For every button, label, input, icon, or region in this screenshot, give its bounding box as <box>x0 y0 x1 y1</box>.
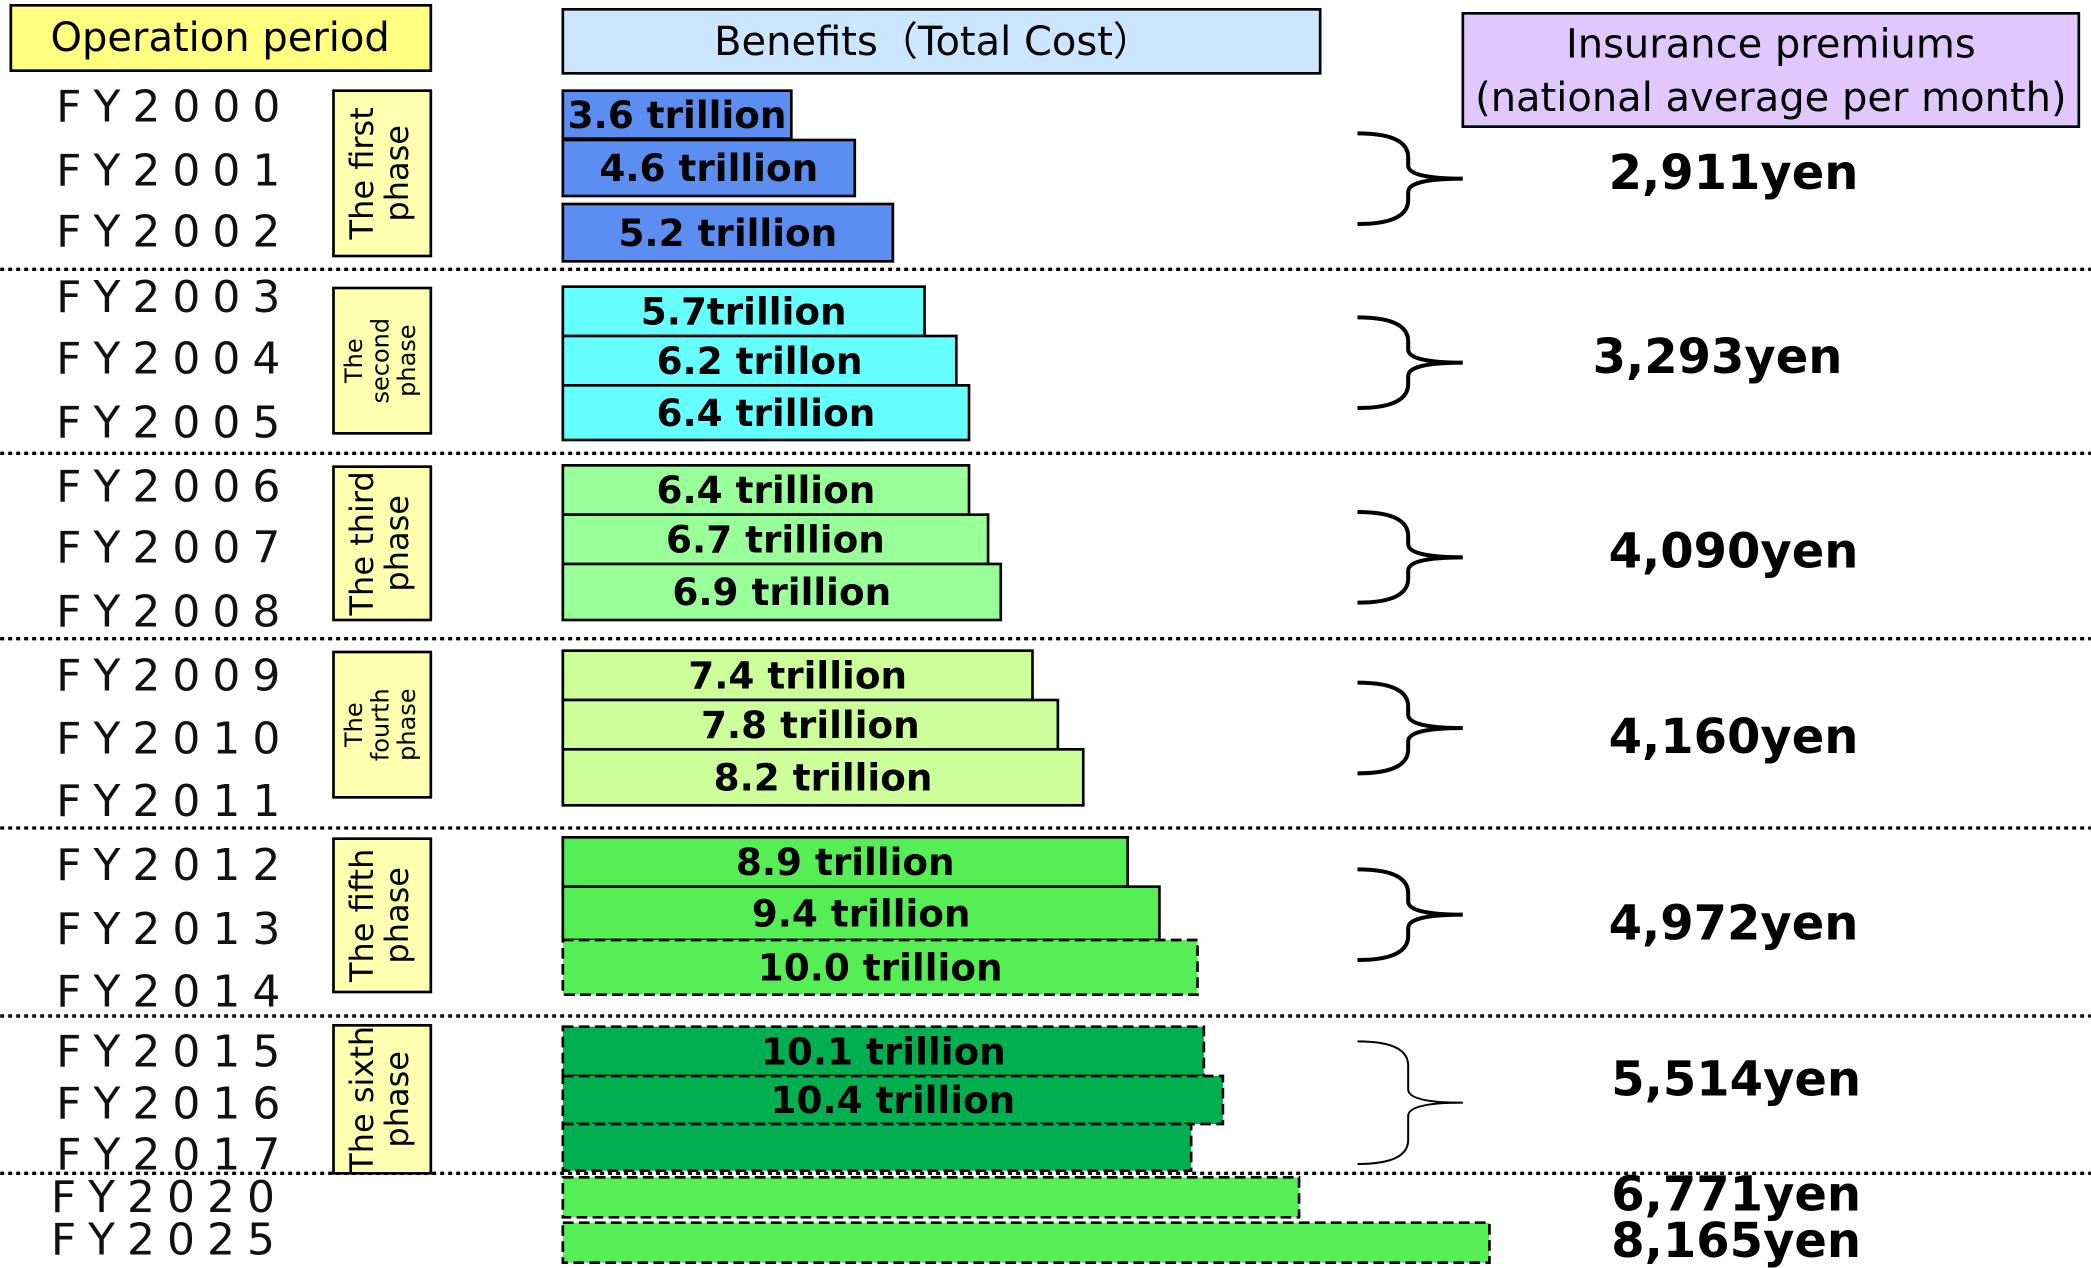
phase-box <box>332 837 433 994</box>
phase-label: phase <box>378 1051 416 1148</box>
brace <box>1357 1040 1463 1165</box>
phase-label: phase <box>378 125 416 222</box>
premium: 2,911yen <box>1609 145 1859 201</box>
year: FY2008 <box>56 587 292 638</box>
phase-label: fourth <box>367 688 395 761</box>
bar <box>561 836 1130 888</box>
bar-label: 4.6 trillion <box>599 146 818 190</box>
phase-box <box>332 89 433 258</box>
phase-label: The sixth <box>343 1026 381 1174</box>
phase-label: second <box>367 318 395 404</box>
bar-label: 6.4 trillion <box>657 391 876 435</box>
brace <box>1357 510 1463 605</box>
bar <box>561 747 1085 807</box>
premium: 4,160yen <box>1609 709 1859 765</box>
bar-label: 10.4 trillion <box>770 1078 1015 1122</box>
bar-label: 10.1 trillion <box>761 1030 1006 1074</box>
bar <box>561 138 857 198</box>
year: FY2007 <box>56 523 292 574</box>
year: FY2012 <box>56 840 292 891</box>
premium: 3,293yen <box>1593 329 1843 385</box>
year: FY2011 <box>56 776 292 827</box>
bar <box>561 202 895 263</box>
premium: 6,771yen <box>1611 1166 1861 1222</box>
bar-label: 10.0 trillion <box>758 946 1003 990</box>
year: FY2010 <box>56 713 292 764</box>
bar-label: 6.7 trillion <box>666 518 885 562</box>
premium: 5,514yen <box>1611 1052 1861 1108</box>
year: FY2004 <box>56 333 292 384</box>
benefits-header-box <box>561 7 1322 75</box>
phase-label: The third <box>343 471 381 616</box>
year: FY2002 <box>56 207 292 258</box>
bar <box>561 1176 1301 1219</box>
year: FY2017 <box>56 1129 292 1180</box>
phase-box <box>332 1023 433 1175</box>
year: FY2013 <box>56 904 292 955</box>
premium: 8,165yen <box>1611 1213 1861 1268</box>
bar-label: 6.2 trillon <box>657 339 863 383</box>
bar-label: 5.2 trillion <box>618 211 837 255</box>
year: FY2006 <box>56 461 292 512</box>
bar <box>561 1221 1491 1264</box>
year: FY2014 <box>56 967 292 1018</box>
phase-label: phase <box>393 324 421 396</box>
premiums-header: Insurance premiums <box>1566 22 1976 68</box>
premium: 4,972yen <box>1609 896 1859 952</box>
bar-label: 8.2 trillion <box>714 756 933 800</box>
phase-label: The <box>340 702 368 748</box>
bar-label: 5.7trillion <box>641 290 847 334</box>
brace <box>1357 867 1463 962</box>
bar <box>561 1074 1225 1126</box>
year: FY2001 <box>56 145 292 196</box>
bar <box>561 938 1199 996</box>
brace <box>1357 680 1463 776</box>
phase-label: The first <box>343 107 381 240</box>
bar <box>561 285 926 338</box>
bar <box>561 562 1003 622</box>
brace <box>1357 315 1463 410</box>
bar <box>561 649 1034 702</box>
phase-label: The <box>340 338 368 384</box>
bar-label: 7.8 trillion <box>701 703 920 747</box>
bar <box>561 89 793 140</box>
bar-label: 6.4 trillion <box>657 468 876 512</box>
bar-label: 9.4 trillion <box>752 892 971 936</box>
phase-box <box>332 465 433 622</box>
brace <box>1357 131 1463 226</box>
bar-label: 8.9 trillion <box>736 840 955 884</box>
year: FY2015 <box>56 1027 292 1078</box>
period-header: Operation period <box>51 15 390 61</box>
bar-label: 6.9 trillion <box>672 570 891 614</box>
bar <box>561 885 1161 942</box>
year: FY2009 <box>56 651 292 702</box>
benefits-header: Benefits（Total Cost） <box>714 19 1153 65</box>
period-header-box <box>9 4 433 72</box>
premiums-header: (national average per month) <box>1475 75 2066 121</box>
year: FY2020 <box>51 1172 287 1223</box>
year: FY2003 <box>56 272 292 323</box>
bar <box>561 698 1060 751</box>
bar-label: 3.6 trillion <box>568 93 787 137</box>
phase-box <box>332 650 433 799</box>
premium: 4,090yen <box>1609 524 1859 580</box>
phase-label: phase <box>378 495 416 592</box>
bar <box>561 464 971 516</box>
bar <box>561 1122 1193 1172</box>
bar-label: 7.4 trillion <box>688 654 907 698</box>
phase-label: phase <box>393 688 421 760</box>
year: FY2000 <box>56 81 292 132</box>
year: FY2016 <box>56 1079 292 1130</box>
bar <box>561 383 971 442</box>
year: FY2005 <box>56 397 292 448</box>
premiums-header-box <box>1461 12 2081 128</box>
phase-label: The fifth <box>343 849 381 983</box>
phase-box <box>332 286 433 435</box>
phase-label: phase <box>378 867 416 964</box>
year: FY2025 <box>51 1215 287 1266</box>
